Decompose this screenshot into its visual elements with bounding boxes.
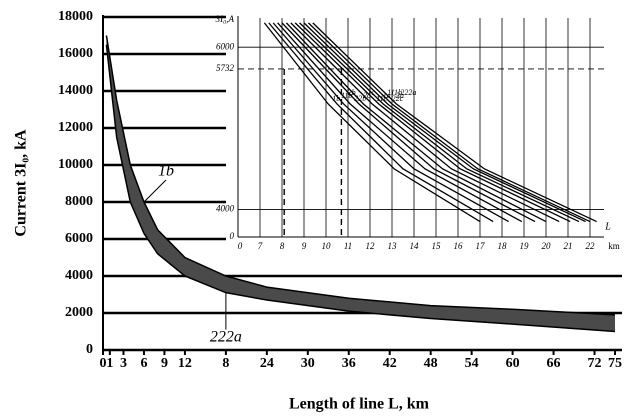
y-tick-label: 4000: [65, 268, 93, 283]
x-axis-unit: km: [608, 241, 620, 251]
x-tick-label: 19: [520, 241, 530, 251]
x-tick-label: 66: [547, 356, 561, 371]
x-tick-label: 12: [366, 241, 376, 251]
x-tick-label: 15: [432, 241, 442, 251]
curve: [272, 22, 509, 223]
curve: [299, 22, 580, 223]
band-edge: [105, 44, 616, 333]
y-tick-label: 8000: [65, 194, 93, 209]
x-axis-title: Length of line L, km: [289, 396, 430, 413]
x-tick-label: 16: [454, 241, 464, 251]
curve: [281, 22, 536, 223]
x-origin-label: 0: [238, 241, 243, 251]
curve: [294, 22, 571, 223]
x-tick-label: 42: [383, 356, 397, 371]
y-axis-title: Current 3I₀, kA: [13, 129, 30, 237]
curve: [277, 22, 523, 223]
y-tick-label: 5732: [216, 63, 235, 73]
x-tick-label: 13: [388, 241, 398, 251]
x-tick-label: 75: [608, 356, 622, 371]
y-tick-label: 6000: [216, 41, 235, 51]
x-axis-title: L: [604, 221, 611, 232]
x-tick-label: 11: [344, 241, 352, 251]
x-tick-label: 24: [260, 356, 274, 371]
x-tick-label: 36: [342, 356, 356, 371]
x-tick-label: 30: [301, 356, 315, 371]
y-axis-title: 3I₀,A: [215, 14, 235, 24]
curve-label: 1b: [158, 163, 174, 180]
x-tick-label: 17: [476, 241, 486, 251]
curve-label: 2c: [363, 91, 371, 100]
curve: [263, 22, 481, 223]
curve: [268, 22, 494, 223]
curve-label: 222a: [210, 328, 242, 345]
y-tick-label: 16000: [58, 46, 93, 61]
y-tick-label: 10000: [58, 157, 93, 172]
y-tick-label: 14000: [58, 83, 93, 98]
curve-label: 2a: [396, 91, 404, 100]
y-tick-label: 18000: [58, 9, 93, 24]
x-tick-label: 60: [506, 356, 520, 371]
curve-label: 11b: [341, 91, 352, 100]
band-edge: [105, 35, 616, 316]
x-tick-label: 9: [161, 356, 168, 371]
curve: [285, 22, 547, 223]
y-tick-label: 12000: [58, 120, 93, 135]
x-tick-label: 8: [222, 356, 229, 371]
x-tick-label: 9: [302, 241, 307, 251]
x-tick-label: 72: [588, 356, 602, 371]
x-tick-label: 12: [178, 356, 192, 371]
x-tick-label: 3: [120, 356, 127, 371]
label-leader: [143, 179, 167, 203]
curve-label: 111b: [387, 88, 402, 97]
x-tick-label: 10: [322, 241, 332, 251]
x-tick-label: 18: [498, 241, 508, 251]
x-tick-label: 22: [586, 241, 596, 251]
y-tick-label: 6000: [65, 231, 93, 246]
x-tick-label: 1: [106, 356, 113, 371]
curve-label: 22c: [392, 94, 404, 103]
x-tick-label: 48: [424, 356, 438, 371]
x-tick-label: 20: [542, 241, 552, 251]
x-tick-label: 8: [280, 241, 285, 251]
x-tick-label: 54: [465, 356, 479, 371]
x-tick-label: 14: [410, 241, 420, 251]
curve: [290, 22, 560, 223]
y-tick-label: 0: [86, 342, 93, 357]
y-origin-label: 0: [230, 231, 235, 241]
x-tick-label: 0: [100, 356, 107, 371]
x-tick-label: 7: [258, 241, 263, 251]
x-tick-label: 21: [564, 241, 573, 251]
y-tick-label: 4000: [216, 203, 235, 213]
curve: [307, 22, 591, 223]
curve-label: 222a: [400, 88, 416, 97]
y-tick-label: 2000: [65, 305, 93, 320]
curve-label: 1b: [332, 94, 340, 103]
x-tick-label: 6: [140, 356, 147, 371]
curve-label: 22b: [354, 94, 366, 103]
curve: [303, 22, 586, 223]
curve: [312, 22, 597, 223]
